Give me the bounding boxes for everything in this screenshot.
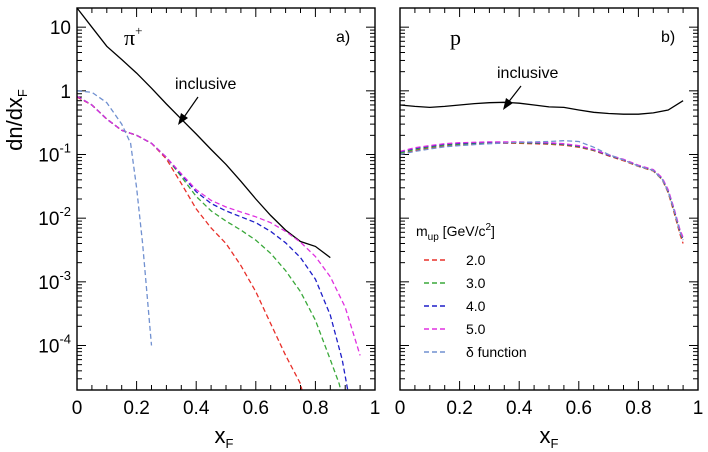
x-tick-label: 0.4 [506,398,533,419]
x-tick-label: 0.2 [446,398,472,419]
legend-title: mup [GeV/c2] [416,222,495,243]
panel-a-frame [76,7,376,391]
series-line [400,141,684,238]
series-line [77,95,342,390]
series-line [77,95,361,356]
panel-a-annotation-arrow [178,96,199,125]
legend-label: 4.0 [466,298,486,314]
y-tick-label: 10-1 [38,140,71,166]
x-axis-label-b: xF [540,423,559,451]
y-tick-label: 1 [60,82,71,103]
legend-label: 5.0 [466,321,486,337]
legend-label: 2.0 [466,252,486,268]
series-line [77,90,153,346]
x-axis-label-a: xF [215,423,234,451]
x-tick-label: 0.2 [123,398,149,419]
x-tick-label: 0 [72,398,83,419]
panel-a-label: a) [336,29,350,46]
panel-b-particle: p [450,25,461,50]
panel-b: 0 0.2 0.4 0.6 0.8 1 p b) inclusive mup [GeV/c… [395,7,704,419]
y-tick-label: 10-2 [38,204,71,230]
x-tick-label: 1 [693,398,704,419]
x-tick-label: 0 [395,398,406,419]
panel-a-annotation: inclusive [175,76,236,93]
x-tick-label: 0.6 [566,398,592,419]
panel-b-frame [399,7,699,391]
legend: mup [GeV/c2] 2.0 3.0 4.0 5.0 δ function [416,222,527,360]
series-line [77,96,303,390]
x-tick-label: 0.4 [183,398,210,419]
series-line [77,8,331,259]
legend-label: δ function [466,344,527,360]
y-tick-label: 10-4 [38,331,71,357]
y-tick-label: 10 [50,18,71,39]
panel-b-annotation-arrow [503,85,522,110]
series-line [400,140,684,241]
panel-b-annotation: inclusive [497,65,558,82]
panel-b-label: b) [661,29,675,46]
legend-label: 3.0 [466,275,486,291]
x-tick-label: 1 [370,398,381,419]
y-axis-label: dn/dxF [2,89,30,151]
series-line [400,100,684,115]
y-tick-label: 10-3 [38,268,71,294]
series-line [77,95,349,390]
panel-a-particle: π+ [124,23,142,50]
x-tick-label: 0.8 [625,398,651,419]
x-tick-label: 0.6 [243,398,269,419]
x-tick-label: 0.8 [302,398,328,419]
